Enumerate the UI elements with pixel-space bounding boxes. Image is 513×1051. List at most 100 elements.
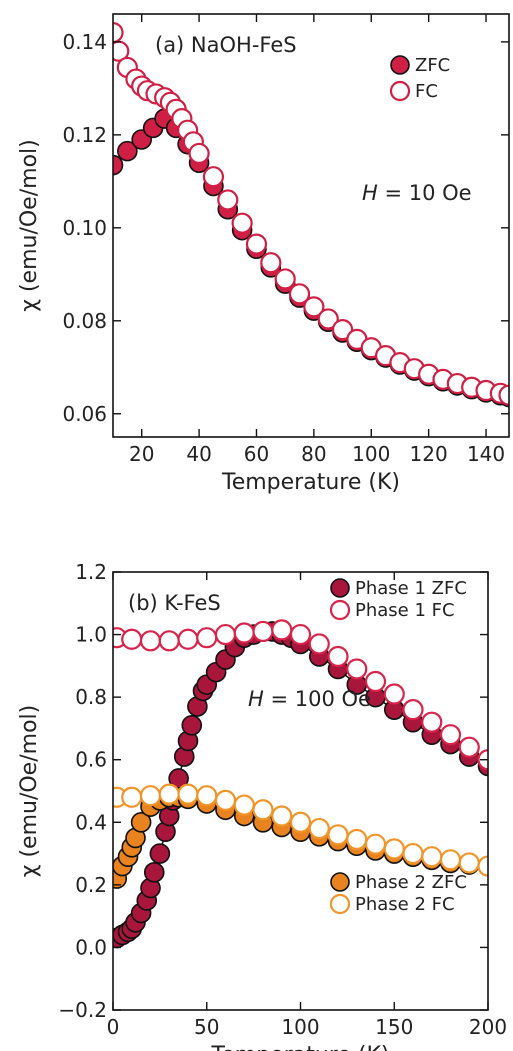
chart-panel-1: 0 50 100 150 200 −0.2 0.0 0.2 0.4 0.6 0.8 1.0 1.2 Tem… bbox=[17, 560, 507, 1051]
data-point bbox=[421, 711, 443, 733]
data-point bbox=[331, 319, 354, 341]
legend-marker bbox=[390, 55, 410, 75]
data-point bbox=[498, 384, 509, 406]
data-point bbox=[274, 268, 296, 290]
data-point bbox=[139, 630, 162, 652]
legend-marker bbox=[329, 599, 351, 621]
data-point bbox=[308, 633, 330, 655]
data-point bbox=[477, 855, 488, 877]
y-tick-label: −0.2 bbox=[58, 998, 107, 1022]
y-axis-label: χ (emu/Oe/mol) bbox=[17, 139, 42, 311]
data-point bbox=[158, 783, 180, 805]
x-tick-label: 50 bbox=[194, 1015, 219, 1039]
data-point bbox=[245, 233, 268, 255]
data-point bbox=[260, 252, 282, 274]
data-point bbox=[364, 670, 387, 693]
y-axis-label: χ (emu/Oe/mol) bbox=[17, 705, 42, 877]
data-point bbox=[327, 824, 349, 846]
series-line bbox=[113, 117, 509, 398]
x-tick-label: 100 bbox=[352, 442, 390, 466]
x-tick-label: 140 bbox=[467, 442, 505, 466]
data-point bbox=[202, 166, 225, 188]
y-tick-label: 1.0 bbox=[75, 623, 107, 647]
data-point bbox=[217, 189, 239, 211]
data-point bbox=[121, 786, 143, 808]
data-point bbox=[117, 140, 138, 162]
data-point bbox=[289, 623, 312, 646]
y-tick-label: 0.10 bbox=[62, 216, 107, 240]
data-point bbox=[113, 21, 124, 44]
data-point bbox=[121, 628, 143, 650]
y-tick-label: 0.08 bbox=[62, 309, 107, 333]
y-tick-label: 0.14 bbox=[62, 30, 107, 54]
data-point bbox=[364, 833, 387, 855]
legend-entry: FC bbox=[415, 81, 438, 102]
data-point bbox=[252, 799, 274, 821]
data-point bbox=[252, 620, 274, 643]
data-point bbox=[271, 619, 293, 641]
x-tick-label: 150 bbox=[375, 1015, 413, 1039]
legend-entry: ZFC bbox=[415, 55, 450, 76]
series-phase-1-fc bbox=[113, 619, 488, 771]
data-point bbox=[113, 154, 124, 176]
data-point bbox=[271, 805, 293, 827]
data-point bbox=[143, 862, 165, 883]
field-annotation: H = 10 Oe bbox=[362, 181, 472, 205]
x-tick-label: 120 bbox=[410, 442, 448, 466]
y-tick-label: 0.12 bbox=[62, 123, 107, 147]
legend-entry: Phase 1 FC bbox=[355, 600, 455, 621]
panel-label: (b) K-FeS bbox=[128, 591, 221, 615]
data-point bbox=[196, 785, 218, 807]
legend-marker bbox=[389, 80, 411, 102]
plot-area bbox=[113, 619, 488, 949]
chart-panel-0: 20 40 60 80 100 120 140 0.06 0.08 0.10 0.12 0.14 Tem… bbox=[17, 13, 510, 495]
x-axis-label: Temperature (K) bbox=[211, 1043, 390, 1051]
data-point bbox=[177, 628, 199, 650]
x-tick-label: 40 bbox=[186, 442, 211, 466]
x-tick-label: 20 bbox=[129, 442, 154, 466]
data-point bbox=[188, 142, 210, 165]
x-tick-label: 80 bbox=[301, 442, 326, 466]
data-point bbox=[439, 724, 462, 746]
data-point bbox=[308, 817, 330, 840]
x-tick-label: 60 bbox=[244, 442, 269, 466]
data-point bbox=[233, 622, 255, 644]
plot-area bbox=[113, 21, 509, 408]
y-tick-label: 0.6 bbox=[75, 748, 107, 772]
data-point bbox=[149, 843, 171, 864]
series-fc bbox=[113, 21, 509, 406]
data-point bbox=[158, 630, 180, 652]
data-point bbox=[317, 308, 339, 330]
legend-entry: Phase 1 ZFC bbox=[355, 578, 467, 599]
data-point bbox=[346, 828, 368, 851]
data-point bbox=[289, 811, 312, 833]
field-annotation: H = 100 Oe bbox=[248, 687, 371, 711]
x-tick-label: 200 bbox=[469, 1015, 507, 1039]
field-symbol: H bbox=[362, 181, 378, 205]
data-point bbox=[346, 658, 368, 680]
y-tick-label: 0.2 bbox=[75, 873, 107, 897]
series-zfc bbox=[113, 108, 509, 408]
data-point bbox=[383, 683, 405, 705]
y-tick-label: 0.4 bbox=[75, 810, 107, 834]
field-value: = 10 Oe bbox=[378, 181, 472, 205]
data-point bbox=[233, 794, 255, 816]
data-point bbox=[327, 645, 349, 668]
legend-entry: Phase 2 FC bbox=[355, 894, 455, 915]
y-tick-label: 1.2 bbox=[75, 560, 107, 584]
data-point bbox=[439, 849, 462, 871]
data-point bbox=[139, 785, 162, 807]
legend-marker bbox=[329, 893, 351, 915]
data-point bbox=[181, 714, 203, 736]
y-tick-label: 0.06 bbox=[62, 402, 107, 426]
legend-entry: Phase 2 ZFC bbox=[355, 872, 467, 893]
data-point bbox=[402, 699, 424, 721]
field-value: = 100 Oe bbox=[264, 687, 371, 711]
data-point bbox=[214, 789, 237, 811]
data-point bbox=[288, 283, 311, 305]
data-point bbox=[303, 296, 325, 318]
y-tick-label: 0.8 bbox=[75, 685, 107, 709]
series-phase-2-fc bbox=[113, 783, 488, 877]
